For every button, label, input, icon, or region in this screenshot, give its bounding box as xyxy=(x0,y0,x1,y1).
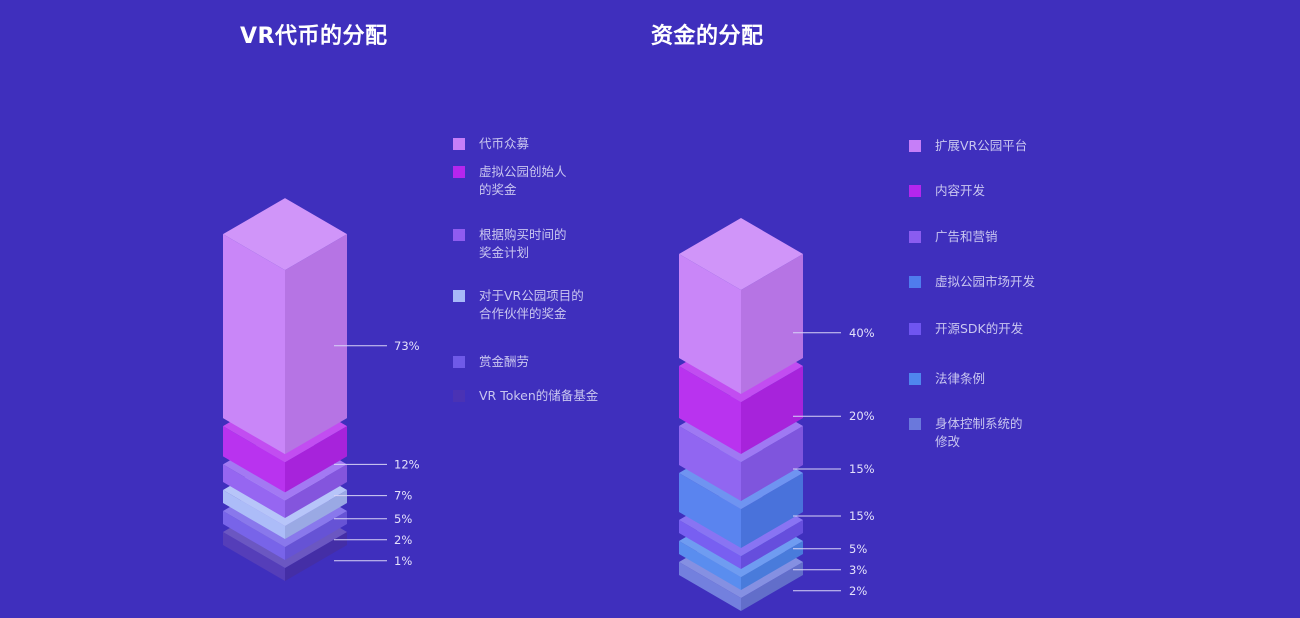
legend-swatch xyxy=(909,323,921,335)
block-right-face xyxy=(285,464,347,518)
block-right-face xyxy=(285,426,347,493)
legend-swatch xyxy=(909,276,921,288)
legend-label: 内容开发 xyxy=(935,183,986,198)
legend-label: 广告和营销 xyxy=(935,229,998,244)
block-left-face xyxy=(223,511,285,560)
value-label: 12% xyxy=(394,457,420,471)
block-left-face xyxy=(679,426,741,501)
value-label: 15% xyxy=(849,509,875,523)
value-label: 7% xyxy=(394,489,412,503)
block-right-face xyxy=(741,254,803,394)
legend-swatch xyxy=(909,231,921,243)
legend-label: 虚拟公园创始人 的奖金 xyxy=(479,164,567,197)
legend-swatch xyxy=(453,356,465,368)
chart-title-token-allocation: VR代币的分配 xyxy=(240,24,388,49)
legend-swatch xyxy=(909,185,921,197)
block-right-face xyxy=(741,562,803,611)
block-top-face xyxy=(223,198,347,271)
legend-swatch xyxy=(453,390,465,402)
block-left-face xyxy=(679,520,741,569)
value-label: 1% xyxy=(394,554,412,568)
block-left-face xyxy=(679,366,741,454)
legend-swatch xyxy=(909,140,921,152)
block-left-face xyxy=(223,464,285,518)
legend-label: 扩展VR公园平台 xyxy=(935,138,1028,153)
block-1-0 xyxy=(679,218,803,394)
legend-label: 虚拟公园市场开发 xyxy=(935,274,1036,289)
block-left-face xyxy=(679,254,741,394)
legend-label: 法律条例 xyxy=(935,371,986,386)
block-right-face xyxy=(741,541,803,590)
block-left-face xyxy=(679,473,741,548)
block-stack-1: 2% 3% 5% 15% 15% 20% 40% xyxy=(679,218,875,611)
value-label: 2% xyxy=(849,584,867,598)
block-left-face xyxy=(223,426,285,493)
legend-label: 代币众募 xyxy=(479,136,530,151)
legend-swatch xyxy=(453,166,465,178)
block-stack-0: 1% 2% 5% 7% 12% 73% xyxy=(223,198,420,581)
block-right-face xyxy=(741,366,803,454)
legend-label: 开源SDK的开发 xyxy=(935,321,1024,336)
block-left-face xyxy=(223,532,285,581)
block-right-face xyxy=(741,473,803,548)
legend-label: 根据购买时间的 奖金计划 xyxy=(479,227,567,260)
legend-label: 身体控制系统的 修改 xyxy=(935,416,1023,449)
legend-swatch xyxy=(453,138,465,150)
value-label: 5% xyxy=(394,512,412,526)
value-label: 15% xyxy=(849,462,875,476)
legend-label: VR Token的储备基金 xyxy=(479,388,599,403)
block-right-face xyxy=(285,234,347,455)
block-right-face xyxy=(285,532,347,581)
block-right-face xyxy=(285,511,347,560)
block-right-face xyxy=(741,426,803,501)
value-label: 5% xyxy=(849,542,867,556)
block-top-face xyxy=(679,218,803,290)
block-0-0 xyxy=(223,198,347,455)
block-left-face xyxy=(223,490,285,539)
value-label: 2% xyxy=(394,533,412,547)
value-label: 3% xyxy=(849,563,867,577)
block-left-face xyxy=(679,562,741,611)
block-right-face xyxy=(285,490,347,539)
value-label: 40% xyxy=(849,326,875,340)
chart-title-fund-allocation: 资金的分配 xyxy=(651,24,764,49)
legend-swatch xyxy=(909,418,921,430)
block-left-face xyxy=(679,541,741,590)
legend-swatch xyxy=(453,229,465,241)
value-label: 73% xyxy=(394,339,420,353)
block-left-face xyxy=(223,234,285,455)
legend-swatch xyxy=(909,373,921,385)
legend-label: 对于VR公园项目的 合作伙伴的奖金 xyxy=(479,288,584,321)
legend-swatch xyxy=(453,290,465,302)
value-label: 20% xyxy=(849,409,875,423)
legend-label: 赏金酬劳 xyxy=(479,354,530,369)
block-right-face xyxy=(741,520,803,569)
